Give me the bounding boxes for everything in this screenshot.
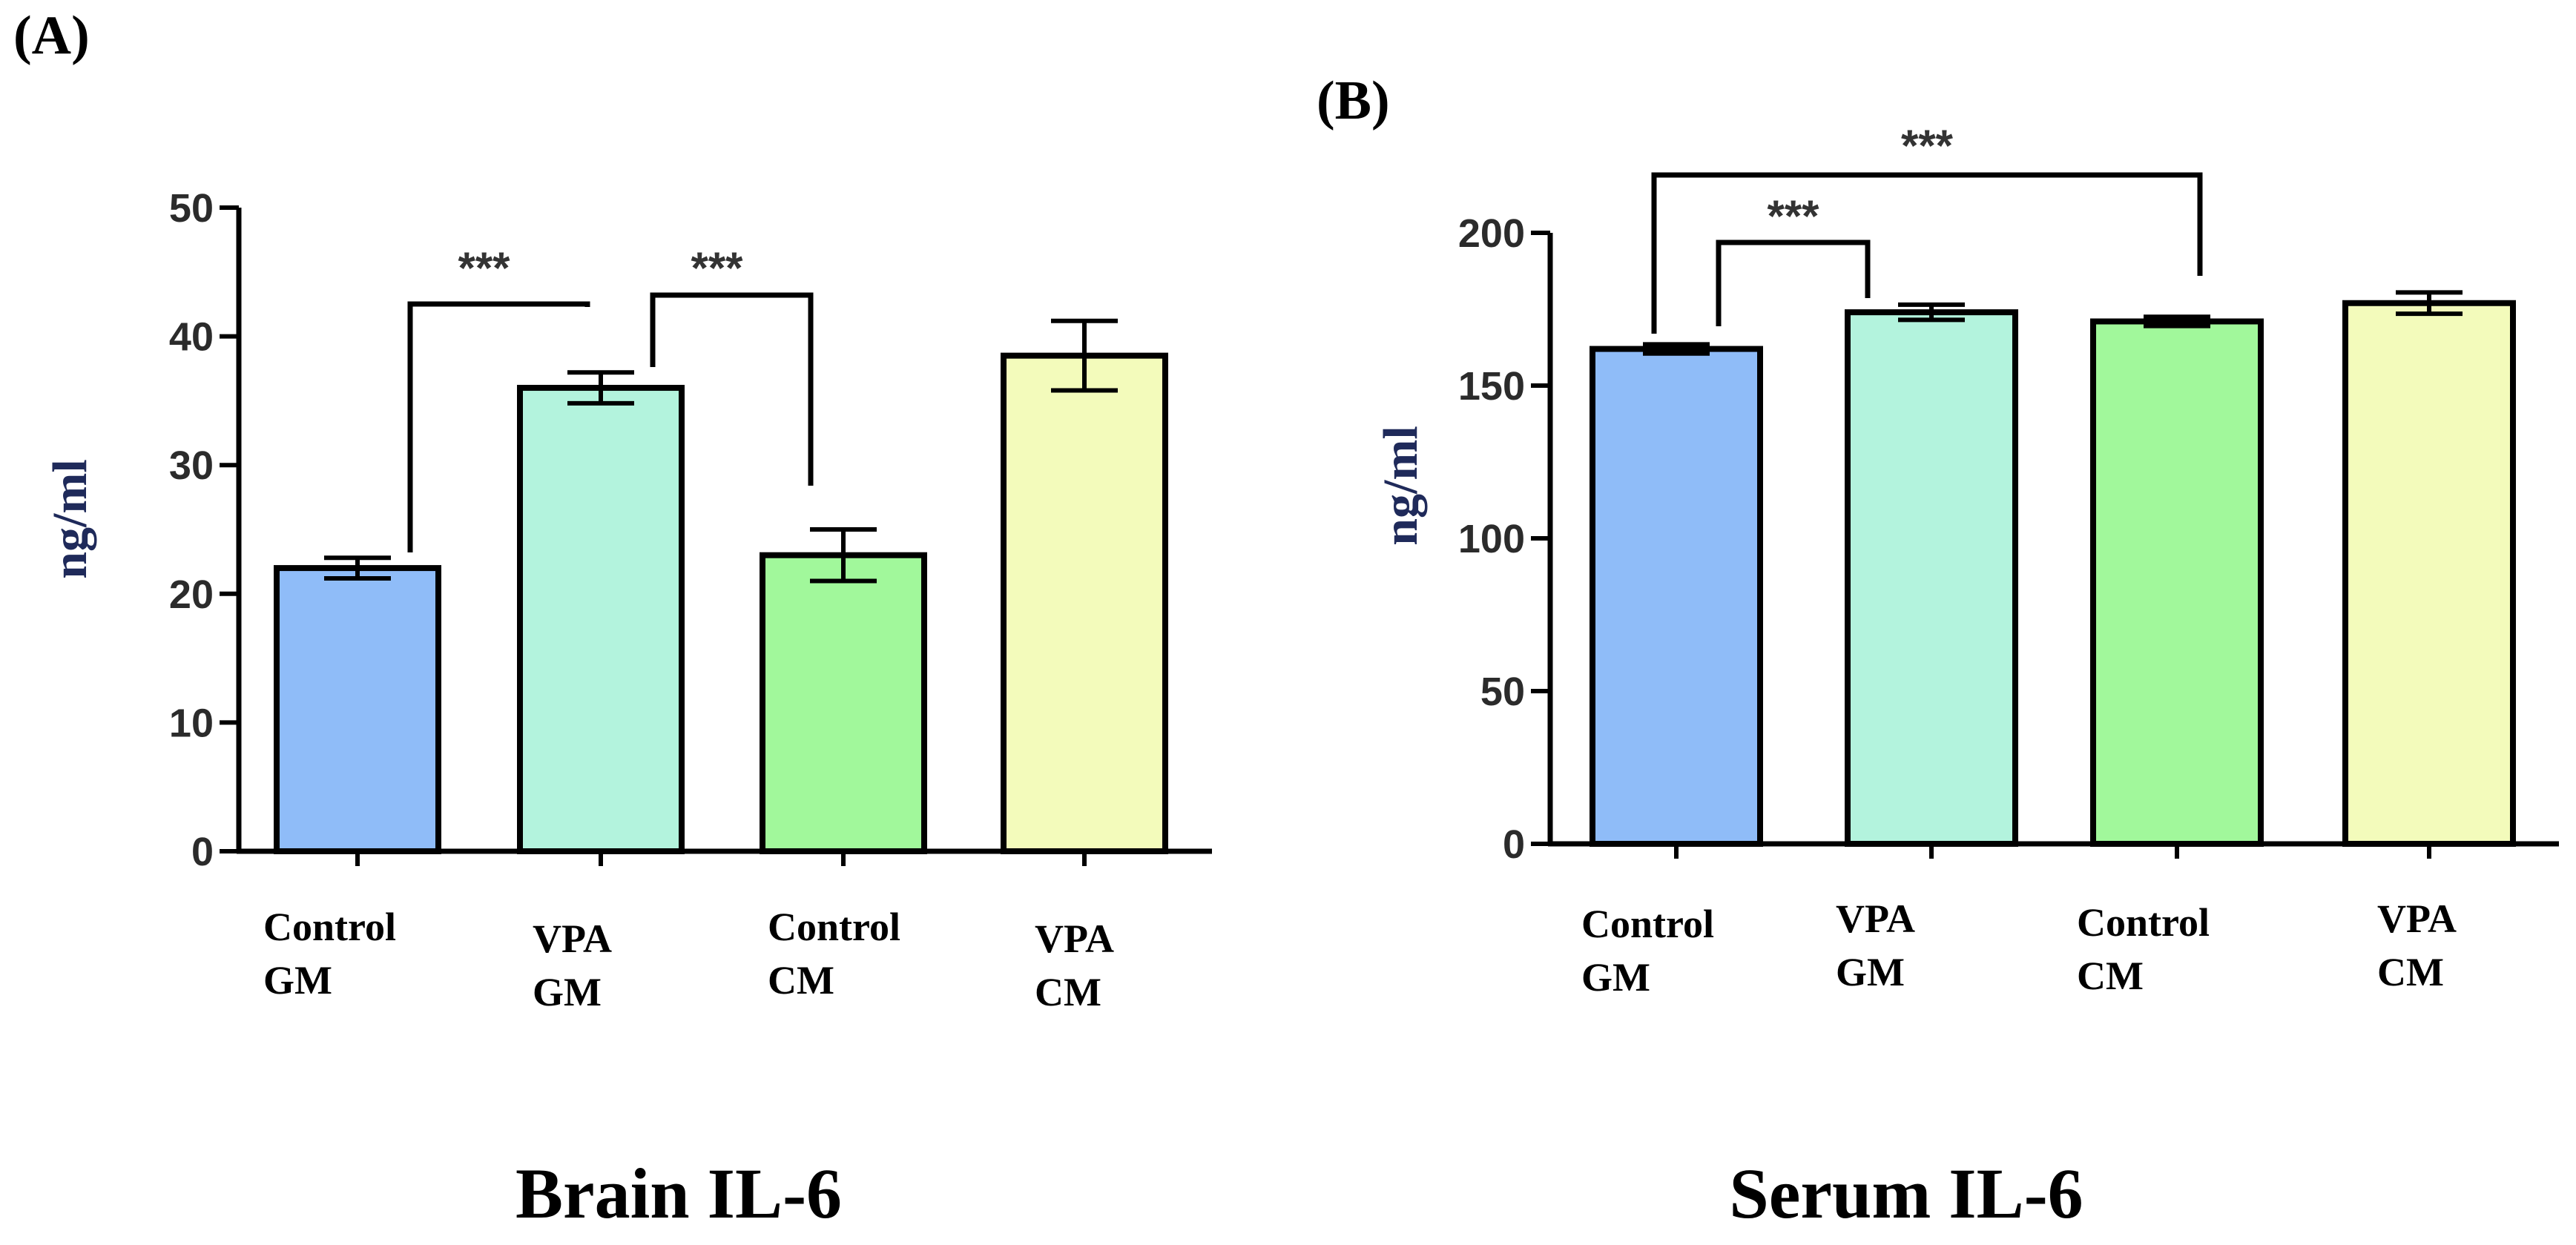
significance-label: *** xyxy=(1901,121,1954,171)
y-tick-label: 30 xyxy=(169,443,214,488)
significance-label: *** xyxy=(458,243,510,293)
bar xyxy=(760,552,927,854)
bar xyxy=(1001,352,1168,854)
significance-label: *** xyxy=(691,243,743,293)
y-tick-label: 50 xyxy=(1480,670,1525,714)
y-tick-label: 40 xyxy=(169,315,214,360)
y-tick-label: 50 xyxy=(169,186,214,231)
bar xyxy=(517,385,685,854)
bar xyxy=(2090,318,2264,848)
bar xyxy=(2342,300,2516,847)
panel-a: (A) 0 10 20 30 40 50 ng/ml Control GM VPA GM Control… xyxy=(13,5,1212,1233)
x-tick-label: VPA xyxy=(1836,896,1915,941)
x-tick-label: Control xyxy=(263,905,396,949)
x-tick-label: GM xyxy=(1836,950,1905,994)
x-tick-label: Control xyxy=(768,905,900,949)
bar xyxy=(1590,346,1763,847)
chart-title: Brain IL-6 xyxy=(515,1154,842,1233)
significance-bracket xyxy=(1716,240,1871,326)
x-tick-label: GM xyxy=(1581,955,1650,1000)
panel-label: (A) xyxy=(13,5,90,66)
x-tick-label: CM xyxy=(1035,970,1101,1014)
y-axis-label: ng/ml xyxy=(43,459,97,578)
bar xyxy=(1845,309,2018,847)
y-tick-label: 200 xyxy=(1458,211,1525,256)
significance-bracket xyxy=(1651,172,2203,334)
x-tick-label: CM xyxy=(2377,950,2444,994)
significance-bracket xyxy=(407,301,590,552)
x-tick-label: GM xyxy=(533,970,602,1014)
bar xyxy=(274,565,441,855)
significance-label: *** xyxy=(1767,191,1819,241)
y-tick-label: 20 xyxy=(169,572,214,617)
y-tick-label: 10 xyxy=(169,701,214,745)
y-tick-label: 100 xyxy=(1458,517,1525,561)
x-tick-label: GM xyxy=(263,958,332,1003)
x-tick-label: VPA xyxy=(2377,896,2457,941)
x-tick-label: Control xyxy=(2077,900,2210,945)
x-tick-label: Control xyxy=(1581,902,1714,946)
x-tick-label: VPA xyxy=(1035,917,1114,961)
y-tick-label: 0 xyxy=(1503,822,1525,867)
panel-b: (B) 0 50 100 150 200 ng/ml Control GM VPA GM Contro… xyxy=(1317,70,2559,1233)
x-tick-label: CM xyxy=(768,958,834,1003)
x-tick-label: VPA xyxy=(533,917,612,961)
x-tick-label: CM xyxy=(2077,954,2144,998)
significance-bracket xyxy=(650,292,814,486)
chart-title: Serum IL-6 xyxy=(1729,1154,2083,1233)
y-tick-label: 150 xyxy=(1458,364,1525,409)
y-axis-label: ng/ml xyxy=(1374,426,1428,545)
panel-label: (B) xyxy=(1317,70,1390,131)
y-tick-label: 0 xyxy=(191,830,214,874)
